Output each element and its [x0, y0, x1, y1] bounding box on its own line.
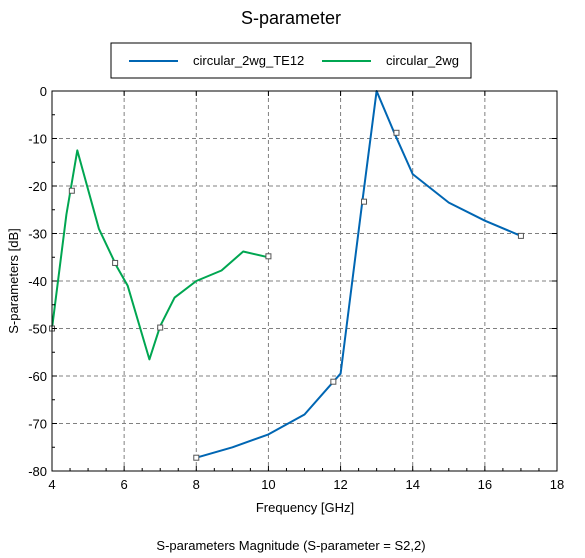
y-tick-label: -20: [28, 179, 47, 194]
x-tick-label: 4: [48, 477, 55, 492]
x-tick-label: 18: [550, 477, 564, 492]
ticks: 4 6 8 10 12 14 16 18 0 -10 -20 -30 -40 -50 -60 -70 -80: [28, 84, 564, 492]
point-marker-circular-2wg-te12: [393, 129, 400, 136]
point-marker-circular-2wg-te12: [361, 198, 368, 205]
y-axis-label: S-parameters [dB]: [6, 228, 21, 334]
legend: circular_2wg_TE12 circular_2wg: [110, 42, 472, 79]
chart-footer: S-parameters Magnitude (S-parameter = S2…: [156, 538, 425, 553]
y-tick-label: -80: [28, 464, 47, 479]
point-marker-circular-2wg: [112, 259, 119, 266]
x-tick-label: 14: [405, 477, 419, 492]
y-tick-label: -10: [28, 132, 47, 147]
y-tick-label: -40: [28, 274, 47, 289]
y-tick-label: -70: [28, 417, 47, 432]
x-tick-label: 12: [333, 477, 347, 492]
marker-layer: [49, 129, 524, 461]
point-marker-circular-2wg: [265, 253, 272, 260]
point-marker-circular-2wg: [157, 324, 164, 331]
y-tick-label: -30: [28, 227, 47, 242]
y-tick-label: -50: [28, 322, 47, 337]
point-marker-circular-2wg: [68, 187, 75, 194]
point-marker-circular-2wg-te12: [193, 454, 200, 461]
x-tick-label: 10: [261, 477, 275, 492]
legend-label-circular-2wg-te12: circular_2wg_TE12: [193, 53, 304, 68]
point-marker-circular-2wg-te12: [330, 378, 337, 385]
legend-label-circular-2wg: circular_2wg: [386, 53, 459, 68]
chart-title: S-parameter: [241, 8, 341, 28]
grid: [52, 91, 557, 471]
y-tick-label: -60: [28, 369, 47, 384]
point-marker-circular-2wg-te12: [517, 232, 524, 239]
x-tick-label: 8: [193, 477, 200, 492]
y-tick-label: 0: [40, 84, 47, 99]
x-tick-label: 16: [478, 477, 492, 492]
x-axis-label: Frequency [GHz]: [256, 500, 354, 515]
x-tick-label: 6: [121, 477, 128, 492]
series-line-circular-2wg: [51, 149, 269, 361]
